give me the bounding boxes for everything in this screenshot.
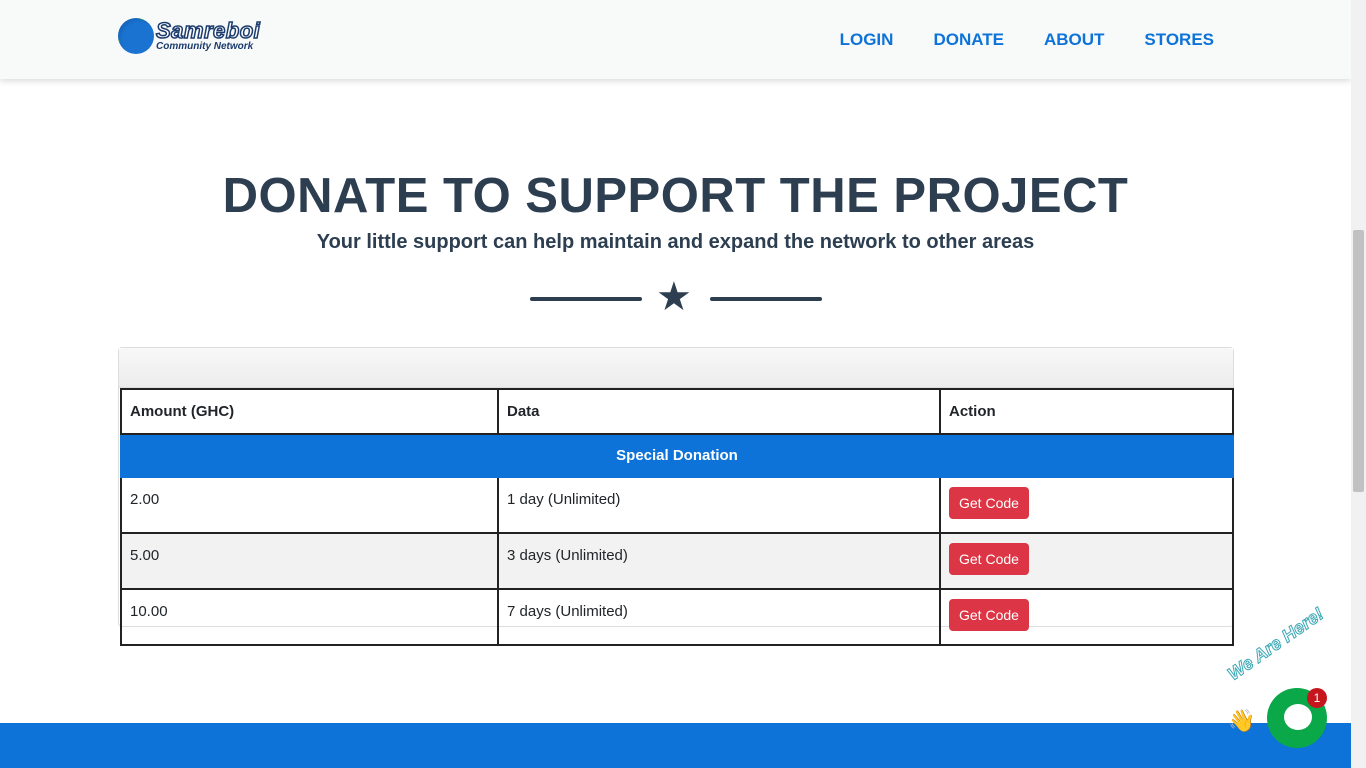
get-code-button[interactable]: Get Code [949,543,1029,575]
table-row: 5.00 3 days (Unlimited) Get Code [120,532,1234,590]
nav-about[interactable]: ABOUT [1043,30,1105,49]
data-cell: 1 day (Unlimited) [497,476,941,534]
header-action: Action [939,388,1234,435]
amount-cell: 2.00 [120,476,499,534]
header-data: Data [497,388,941,435]
globe-wifi-icon [118,18,154,54]
group-special-donation: Special Donation [120,433,1234,478]
divider: ★ [530,277,822,317]
table-row: 10.00 7 days (Unlimited) Get Code [120,588,1234,646]
get-code-button[interactable]: Get Code [949,599,1029,631]
get-code-button[interactable]: Get Code [949,487,1029,519]
table-row: 2.00 1 day (Unlimited) Get Code [120,476,1234,534]
chat-bubble-icon [1284,704,1312,730]
logo-name: Samreboi [155,18,261,43]
footer [0,723,1351,768]
data-cell: 7 days (Unlimited) [497,588,941,646]
header-amount: Amount (GHC) [120,388,499,435]
waving-hand-icon: 👋 [1228,708,1256,733]
page-title: DONATE TO SUPPORT THE PROJECT [222,169,1129,223]
logo[interactable]: Samreboi Community Network [118,18,261,54]
nav-login[interactable]: LOGIN [839,30,894,49]
donation-table: Amount (GHC) Data Action Special Donatio… [120,388,1234,646]
scrollbar-thumb[interactable] [1353,230,1364,492]
nav-stores[interactable]: STORES [1144,30,1214,49]
data-cell: 3 days (Unlimited) [497,532,941,590]
page-subtitle: Your little support can help maintain an… [316,231,1035,253]
chat-notification-badge: 1 [1307,688,1327,708]
amount-cell: 10.00 [120,588,499,646]
amount-cell: 5.00 [120,532,499,590]
scrollbar[interactable] [1351,0,1366,768]
nav-donate[interactable]: DONATE [933,30,1004,49]
navbar: Samreboi Community Network LOGIN DONATE … [0,0,1351,79]
logo-tagline: Community Network [156,41,254,52]
donation-card: Amount (GHC) Data Action Special Donatio… [118,347,1234,646]
star-icon: ★ [656,275,692,319]
card-header [119,348,1233,388]
